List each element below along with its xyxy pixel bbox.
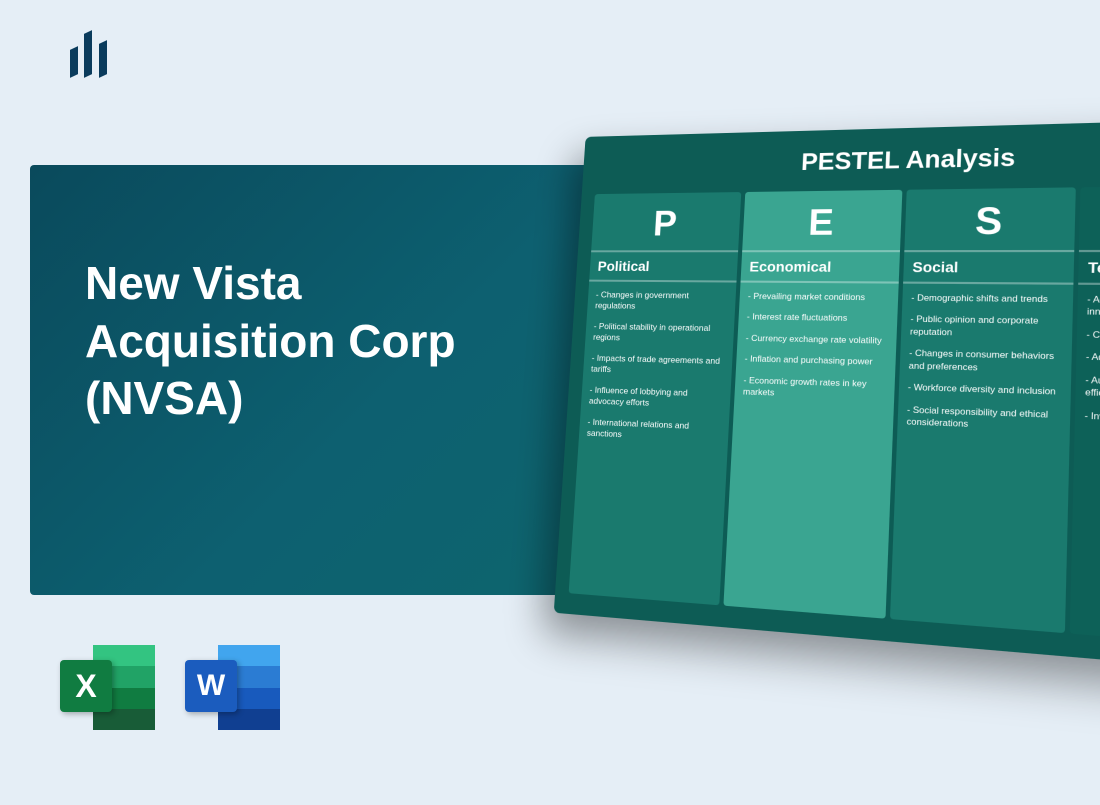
pestel-column-label: Social (903, 250, 1074, 285)
word-icon: W (185, 640, 280, 735)
pestel-column-letter: P (591, 192, 741, 250)
pestel-column-label: Technologic (1078, 250, 1100, 286)
pestel-card: PESTEL Analysis PPolitical- Changes in g… (554, 118, 1100, 675)
pestel-column-letter: T (1079, 185, 1100, 250)
pestel-item: - Interest rate fluctuations (747, 312, 889, 326)
pestel-item: - Workforce diversity and inclusion (908, 382, 1062, 399)
pestel-item: - Changes in government regulations (595, 289, 728, 313)
brand-logo (70, 40, 109, 81)
pestel-column: EEconomical- Prevailing market condition… (723, 190, 902, 619)
pestel-columns: PPolitical- Changes in government regula… (569, 185, 1100, 649)
hero-title-line1: New Vista (85, 255, 456, 313)
pestel-item: - Cybersecurity threats measures (1086, 329, 1100, 345)
pestel-item: - Advancements in technology and innovat… (1087, 294, 1100, 321)
pestel-item: - Changes in consumer behaviors and pref… (908, 348, 1062, 376)
pestel-column: TTechnologic - Advancements in technology… (1070, 185, 1100, 649)
pestel-item: - Public opinion and corporate reputatio… (910, 314, 1063, 341)
pestel-column-body: - Demographic shifts and trends - Public … (890, 284, 1073, 633)
pestel-column-body: - Advancements in technology and innovat… (1070, 285, 1100, 649)
pestel-column-label: Political (589, 250, 738, 282)
pestel-item: - Social responsibility and ethical cons… (906, 404, 1061, 435)
pestel-column: PPolitical- Changes in government regula… (569, 192, 742, 605)
pestel-card-title: PESTEL Analysis (596, 138, 1100, 181)
pestel-item: - Impacts of trade agreements and tariff… (591, 353, 725, 380)
pestel-item: - Currency exchange rate volatility (745, 333, 887, 348)
pestel-column-letter: E (742, 190, 902, 250)
pestel-item: - Inflation and purchasing power (744, 354, 887, 369)
pestel-item: - Prevailing market conditions (748, 291, 890, 304)
pestel-column-label: Economical (741, 250, 901, 284)
pestel-column-body: - Changes in government regulations - Pol… (569, 282, 737, 606)
pestel-item: - Influence of lobbying and advocacy eff… (589, 384, 723, 412)
hero-title: New Vista Acquisition Corp (NVSA) (85, 255, 456, 428)
hero-title-line2: Acquisition Corp (85, 313, 456, 371)
word-letter: W (185, 660, 237, 712)
pestel-item: - Demographic shifts and trends (911, 292, 1064, 306)
pestel-item: - Automation and operational efficienc (1085, 374, 1100, 405)
pestel-item: - International relations and sanctions (586, 416, 720, 445)
excel-icon: X (60, 640, 155, 735)
pestel-item: - Economic growth rates in key markets (743, 375, 887, 403)
pestel-item: - Adoption of artificial intelligence (1086, 351, 1100, 368)
hero-title-line3: (NVSA) (85, 370, 456, 428)
pestel-item: - Investment in rese development (1084, 410, 1100, 429)
excel-letter: X (60, 660, 112, 712)
app-icons-row: X W (60, 640, 280, 735)
pestel-column-body: - Prevailing market conditions - Interest… (723, 283, 898, 619)
pestel-column-letter: S (904, 187, 1075, 250)
pestel-column: SSocial- Demographic shifts and trends- … (890, 187, 1076, 633)
pestel-item: - Political stability in operational reg… (593, 321, 726, 346)
